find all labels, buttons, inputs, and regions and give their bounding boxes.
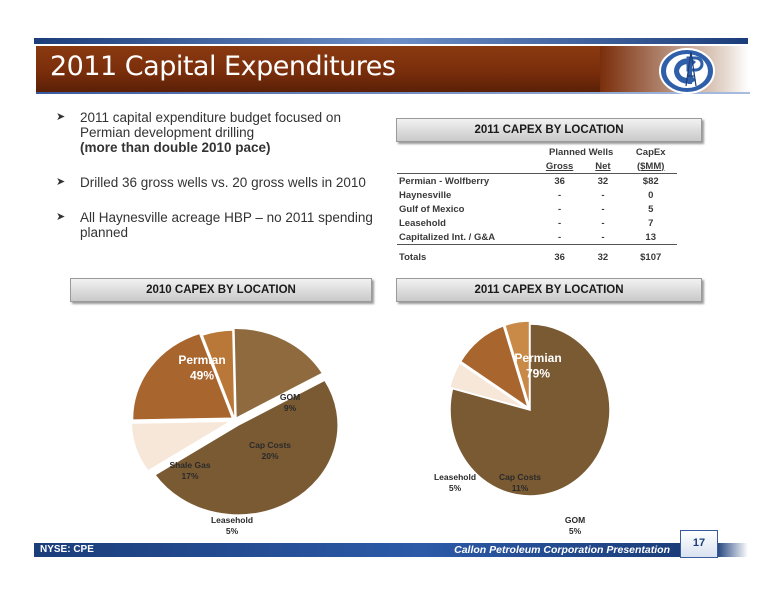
title-bar — [36, 46, 664, 92]
table-row: Capitalized Int. / G&A - - 13 — [397, 230, 677, 245]
bullet-item: ➤ 2011 capital expenditure budget focuse… — [52, 110, 392, 155]
pie-label-cap-costs: Cap Costs 20% — [249, 440, 291, 461]
pie-label-leasehold: Leasehold 5% — [211, 515, 253, 536]
arrow-bullet-icon: ➤ — [56, 211, 66, 223]
gross-header: Gross — [545, 160, 574, 172]
bullet-item: ➤ Drilled 36 gross wells vs. 20 gross we… — [52, 175, 392, 190]
footer-ticker: NYSE: CPE — [40, 544, 94, 555]
pie-slice-cap-costs — [131, 332, 234, 421]
total-net: 32 — [597, 251, 609, 263]
total-gross: 36 — [554, 251, 565, 263]
row-gross: 36 — [554, 175, 565, 187]
row-capex: 5 — [648, 203, 654, 215]
table-row: Haynesville - - 0 — [397, 188, 677, 202]
row-net: - — [601, 217, 605, 229]
row-capex: 0 — [648, 189, 654, 201]
pie-label-permian: Permian 49% — [178, 353, 225, 383]
bullet-bold-text: (more than double 2010 pace) — [80, 140, 271, 155]
pie-slice-leasehold — [201, 329, 236, 421]
pie-label-cap-costs: Cap Costs 11% — [499, 472, 541, 493]
bullet-text: All Haynesville acreage HBP – no 2011 sp… — [80, 210, 373, 240]
chart-title-2010: 2010 CAPEX BY LOCATION — [70, 278, 372, 302]
row-gross: - — [558, 217, 562, 229]
chart-title-2011: 2011 CAPEX BY LOCATION — [396, 278, 702, 302]
capex-header: CapEx — [635, 146, 666, 158]
row-capex: 13 — [645, 231, 656, 243]
pie-slice-shale-gas — [233, 327, 324, 420]
row-net: - — [601, 203, 605, 215]
net-header: Net — [595, 160, 611, 172]
table-subheader-row: Gross Net ($MM) — [397, 159, 677, 174]
row-net: 32 — [597, 175, 609, 187]
pie-slice-cap-costs — [459, 324, 530, 410]
capex-unit-header: ($MM) — [636, 160, 665, 172]
row-gross: - — [558, 189, 562, 201]
row-label: Capitalized Int. / G&A — [399, 231, 496, 243]
page-number: 17 — [680, 530, 718, 558]
bullet-item: ➤ All Haynesville acreage HBP – no 2011 … — [52, 210, 392, 240]
arrow-bullet-icon: ➤ — [56, 176, 66, 188]
pie-slice-permian — [153, 379, 339, 516]
row-label: Permian - Wolfberry — [399, 175, 490, 187]
bullet-list: ➤ 2011 capital expenditure budget focuse… — [52, 110, 392, 260]
row-gross: - — [558, 231, 562, 243]
page-title: 2011 Capital Expenditures — [50, 51, 396, 82]
pie-label-gom: GOM 9% — [280, 392, 300, 413]
table-row: Gulf of Mexico - - 5 — [397, 202, 677, 216]
row-label: Gulf of Mexico — [399, 203, 465, 215]
row-gross: - — [558, 203, 562, 215]
row-capex: $82 — [642, 175, 659, 187]
bullet-text: 2011 capital expenditure budget focused … — [80, 110, 341, 140]
footer-presentation-name: Callon Petroleum Corporation Presentatio… — [454, 544, 670, 556]
row-label: Haynesville — [399, 189, 452, 201]
planned-wells-header: Planned Wells — [549, 146, 614, 158]
table-total-row: Totals 36 32 $107 — [397, 245, 677, 265]
pie-label-gom: GOM 5% — [565, 515, 585, 536]
table-row: Leasehold - - 7 — [397, 216, 677, 230]
pie-label-permian: Permian 79% — [514, 351, 561, 381]
arrow-bullet-icon: ➤ — [56, 111, 66, 123]
table-title-box: 2011 CAPEX BY LOCATION — [396, 118, 702, 142]
pie-chart-2010: Permian 49% GOM 9% Cap Costs 20% Leasehold 5% Sh… — [130, 327, 339, 536]
row-capex: 7 — [648, 217, 654, 229]
total-capex: $107 — [640, 251, 662, 263]
row-net: - — [601, 231, 605, 243]
row-net: - — [601, 189, 605, 201]
total-label: Totals — [399, 251, 427, 263]
pie-slice-leasehold — [503, 320, 531, 408]
pie-chart-2011: Permian 79% GOM 5% Cap Costs 11% Leasehold 5% — [434, 320, 611, 536]
bullet-text: Drilled 36 gross wells vs. 20 gross well… — [80, 175, 366, 190]
table-header-row: Planned Wells CapEx — [397, 145, 677, 159]
title-underline — [36, 92, 750, 94]
pie-slice-gom — [130, 420, 234, 472]
footer-fade — [716, 543, 748, 557]
company-logo — [659, 48, 715, 94]
table-row: Permian - Wolfberry 36 32 $82 — [397, 174, 677, 189]
footer-bar — [34, 543, 680, 557]
pie-label-shale-gas: Shale Gas 17% — [169, 460, 210, 481]
capex-table: Planned Wells CapEx Gross Net ($MM) Perm… — [397, 145, 677, 264]
pie-slice-permian — [449, 323, 611, 497]
top-stripe — [34, 38, 748, 44]
row-label: Leasehold — [399, 217, 446, 229]
pie-label-leasehold: Leasehold 5% — [434, 472, 476, 493]
pie-slice-gom — [448, 361, 528, 410]
